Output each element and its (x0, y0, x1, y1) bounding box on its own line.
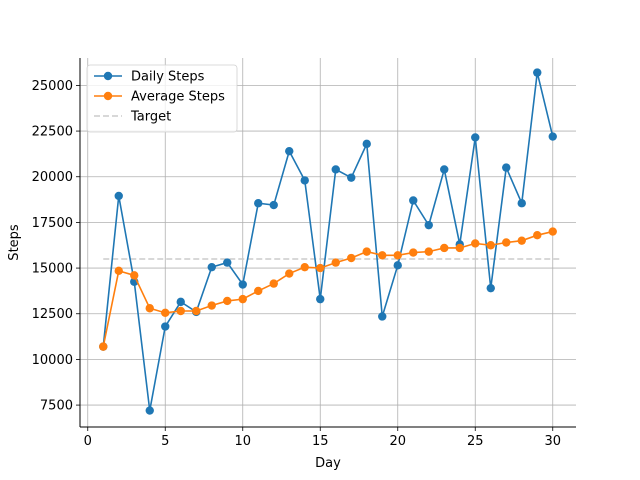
average-steps-point (223, 296, 232, 306)
y-tick-label: 7500 (40, 399, 73, 414)
legend: Daily Steps Average Steps Target (86, 64, 238, 133)
x-tick-label: 30 (544, 434, 561, 449)
daily-steps-point (223, 258, 232, 267)
average-steps-point (486, 241, 495, 250)
daily-steps-point (424, 220, 433, 230)
average-steps-point (192, 306, 201, 316)
average-steps-point (269, 279, 278, 288)
average-steps-point (176, 306, 185, 316)
average-steps-point (378, 251, 387, 260)
daily-steps-point (517, 199, 526, 208)
average-steps-point (440, 243, 449, 253)
average-steps-point (331, 258, 340, 267)
x-tick-label: 10 (234, 434, 251, 449)
daily-steps-point (378, 312, 387, 321)
average-steps-point (409, 248, 418, 257)
x-tick-label: 20 (389, 434, 406, 449)
y-tick-label: 15000 (32, 262, 73, 277)
average-steps-point (393, 251, 402, 260)
y-tick-label: 25000 (32, 79, 73, 94)
x-tick-label: 0 (84, 434, 92, 449)
x-axis-label: Day (315, 456, 341, 471)
average-steps-point (145, 304, 154, 313)
daily-steps-point (316, 294, 325, 304)
average-steps-line (102, 230, 553, 347)
average-steps-point (130, 271, 139, 280)
average-steps-point (502, 238, 511, 247)
average-steps-point (548, 227, 557, 236)
daily-steps-point (347, 173, 356, 182)
daily-steps-point (238, 280, 247, 289)
legend-marker-average-steps (103, 91, 113, 101)
y-axis-label: Steps (7, 224, 22, 261)
daily-steps-point (440, 165, 449, 174)
y-tick-label: 17500 (32, 216, 73, 231)
average-steps-point (161, 308, 170, 318)
average-steps-point (533, 230, 542, 240)
y-tick-label: 12500 (32, 307, 73, 322)
average-steps-point (114, 266, 123, 276)
daily-steps-point (502, 163, 511, 172)
daily-steps-point (161, 322, 170, 331)
average-steps-point (300, 262, 309, 272)
average-steps-point (316, 263, 325, 273)
average-steps-point (424, 247, 433, 256)
average-steps-point (455, 243, 464, 253)
axes (79, 58, 576, 428)
x-ticks: 0 5 10 15 20 25 30 (84, 427, 561, 449)
average-steps-point (362, 247, 371, 256)
legend-label-daily-steps: Daily Steps (131, 70, 205, 85)
average-steps-point (285, 269, 294, 278)
average-steps-point (347, 253, 356, 263)
daily-steps-point (145, 406, 154, 415)
daily-steps-point (176, 297, 185, 307)
daily-steps-point (409, 196, 418, 205)
daily-steps-point (471, 133, 480, 142)
y-tick-label: 20000 (32, 170, 73, 185)
daily-steps-point (207, 262, 216, 272)
average-steps-point (238, 294, 247, 304)
legend-label-target: Target (130, 110, 171, 125)
daily-steps-point (533, 68, 542, 77)
daily-steps-point (300, 176, 309, 185)
legend-marker-daily-steps (103, 71, 113, 81)
legend-label-average-steps: Average Steps (131, 90, 225, 105)
series (99, 68, 561, 415)
x-tick-label: 5 (161, 434, 169, 449)
daily-steps-point (362, 139, 371, 149)
average-steps-point (99, 342, 108, 351)
y-ticks: 7500 10000 12500 15000 17500 20000 22500 25000 (32, 79, 80, 414)
daily-steps-point (114, 191, 123, 201)
average-steps-point (471, 239, 480, 248)
daily-steps-point (486, 283, 495, 293)
daily-steps-point (269, 200, 278, 210)
daily-steps-line (102, 72, 554, 411)
daily-steps-point (331, 165, 340, 174)
x-tick-label: 25 (467, 434, 484, 449)
y-tick-label: 10000 (32, 353, 73, 368)
average-steps-point (254, 286, 263, 296)
average-steps-point (207, 301, 216, 310)
daily-steps-point (285, 146, 294, 156)
legend-box (86, 64, 238, 133)
daily-steps-point (254, 199, 263, 208)
daily-steps-point (548, 132, 557, 141)
daily-steps-point (393, 261, 402, 270)
y-tick-label: 22500 (32, 125, 73, 140)
average-steps-point (517, 236, 526, 245)
x-tick-label: 15 (312, 434, 329, 449)
